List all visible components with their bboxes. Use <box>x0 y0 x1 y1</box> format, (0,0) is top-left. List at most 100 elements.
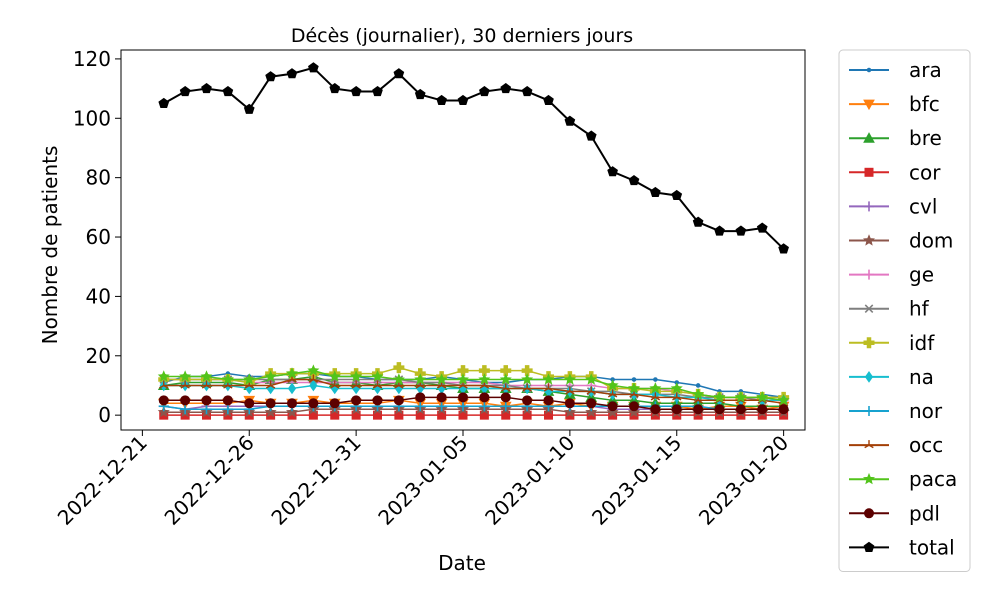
data-point-idf <box>500 365 512 377</box>
data-point-total <box>692 216 704 227</box>
data-point-idf <box>457 365 469 377</box>
data-point-paca <box>179 370 192 382</box>
data-point-pdl <box>436 392 447 403</box>
data-point-paca <box>392 373 405 385</box>
y-tick-label: 100 <box>73 106 111 130</box>
data-point-pdl <box>757 404 768 415</box>
legend-label: hf <box>909 297 930 321</box>
data-point-ara <box>653 377 658 382</box>
data-point-occ <box>372 380 383 389</box>
data-point-nor <box>222 404 233 415</box>
data-point-paca <box>521 373 534 385</box>
data-point-pdl <box>244 398 255 409</box>
data-point-idf <box>521 365 533 377</box>
data-point-nor <box>436 401 447 412</box>
chart-title: Décès (journalier), 30 derniers jours <box>291 25 633 47</box>
data-point-total <box>650 186 661 198</box>
x-tick-label: 2022-12-26 <box>160 431 259 530</box>
y-tick-label: 0 <box>98 403 111 427</box>
data-point-nor <box>415 401 426 412</box>
legend-entry-total: total <box>849 535 955 559</box>
data-point-total <box>607 166 618 177</box>
data-point-occ <box>672 392 682 401</box>
legend-entry-nor: nor <box>849 399 943 423</box>
data-point-paca <box>371 370 384 382</box>
data-point-pdl <box>158 395 169 406</box>
data-point-pdl <box>735 404 746 415</box>
data-point-occ <box>543 383 554 392</box>
legend-marker <box>864 371 874 383</box>
data-point-occ <box>650 392 661 401</box>
data-point-paca <box>777 394 790 406</box>
legend-marker <box>864 269 874 280</box>
data-point-pdl <box>265 398 276 409</box>
data-point-idf <box>478 365 490 377</box>
data-point-dom <box>627 405 641 418</box>
legend-label: pdl <box>909 501 940 525</box>
data-point-pdl <box>415 392 426 403</box>
data-point-occ <box>565 386 575 395</box>
x-tick-label: 2022-12-21 <box>53 431 152 530</box>
x-tick-label: 2023-01-05 <box>373 431 472 530</box>
data-point-total <box>564 115 576 126</box>
legend-label: cvl <box>909 194 937 218</box>
legend-entry-ara: ara <box>849 58 942 82</box>
data-point-occ <box>351 380 361 389</box>
data-point-total <box>350 85 362 97</box>
data-point-total <box>179 85 191 97</box>
data-point-pdl <box>629 401 639 412</box>
data-point-paca <box>670 382 683 394</box>
legend-marker <box>864 508 874 519</box>
data-point-ara <box>695 383 701 388</box>
legend-entry-dom: dom <box>849 229 953 253</box>
y-tick-label: 120 <box>73 47 111 71</box>
data-point-paca <box>457 373 469 385</box>
legend-label: bfc <box>909 92 940 116</box>
legend-marker <box>863 472 875 485</box>
data-point-na <box>309 379 318 392</box>
series-line-total <box>163 66 785 250</box>
legend-entry-paca: paca <box>849 467 957 491</box>
data-point-paca <box>200 370 213 382</box>
data-point-pdl <box>479 392 490 403</box>
data-point-pdl <box>180 395 191 406</box>
legend-marker <box>863 99 875 111</box>
x-tick-label: 2023-01-20 <box>694 431 793 530</box>
data-point-paca <box>328 370 341 382</box>
legend-entry-hf: hf <box>849 297 930 321</box>
data-point-occ <box>607 389 618 398</box>
x-axis-label: Date <box>438 551 486 575</box>
data-point-paca <box>734 391 747 403</box>
series-line-paca <box>163 369 784 402</box>
data-point-pdl <box>393 395 404 406</box>
legend-label: ara <box>909 58 942 82</box>
legend-entry-bfc: bfc <box>849 92 940 116</box>
data-point-paca <box>713 391 726 403</box>
data-point-occ <box>586 386 596 395</box>
data-point-total <box>201 82 212 94</box>
series-pdl <box>158 392 789 415</box>
data-point-total <box>329 82 341 94</box>
legend-label: occ <box>909 433 943 457</box>
y-tick-label: 80 <box>86 166 111 190</box>
legend-label: na <box>909 365 934 389</box>
legend-entry-bre: bre <box>849 126 942 150</box>
y-tick-label: 20 <box>86 344 111 368</box>
data-point-occ <box>501 383 511 392</box>
series-total <box>158 62 789 254</box>
legend-label: ge <box>909 263 934 287</box>
data-point-total <box>735 225 747 236</box>
data-point-occ <box>330 380 340 389</box>
legend-entry-ge: ge <box>849 263 934 287</box>
data-point-dom <box>264 405 277 418</box>
data-point-total <box>158 97 170 108</box>
legend-entry-pdl: pdl <box>849 501 940 525</box>
data-point-total <box>308 62 319 73</box>
data-point-dom <box>585 405 598 418</box>
data-point-paca <box>692 388 705 400</box>
data-point-paca <box>649 382 662 394</box>
legend-label: nor <box>909 399 943 423</box>
data-point-total <box>414 88 426 100</box>
